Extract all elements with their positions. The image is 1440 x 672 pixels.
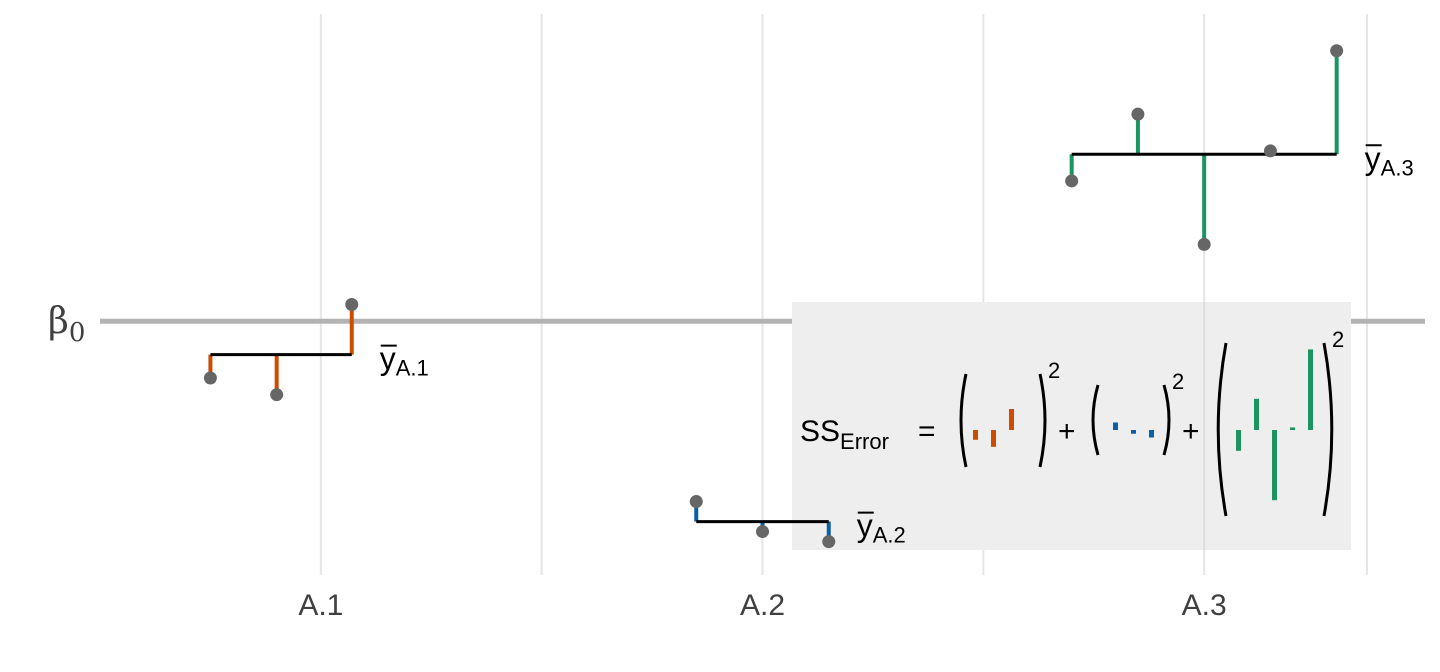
group-mean-label: yA.1 [380, 341, 429, 381]
residual-mini-bar [1308, 349, 1313, 430]
exponent-label: 2 [1332, 327, 1344, 352]
open-paren [1216, 342, 1228, 517]
residual-mini-bar [1290, 427, 1295, 430]
ss-error-label: SSError [800, 415, 889, 454]
residual-mini-bar [1131, 430, 1136, 434]
data-point [1263, 144, 1277, 158]
open-paren [1091, 384, 1100, 456]
exponent-label: 2 [1172, 369, 1184, 394]
close-paren [1162, 384, 1171, 456]
data-point [1330, 44, 1344, 58]
data-point [756, 525, 769, 539]
data-point [345, 298, 359, 312]
equals-sign: = [918, 415, 936, 448]
residual-mini-bar [1149, 430, 1154, 438]
residual-mini-bar [973, 430, 978, 440]
residual-mini-bar [1254, 398, 1259, 430]
grid-lines [319, 14, 1368, 575]
x-axis-ticks: A.1 A.2 A.3 [298, 589, 1226, 622]
residual-mini-bar [1113, 422, 1118, 430]
group-mean-label: yA.2 [857, 508, 906, 548]
x-tick-label: A.3 [1182, 589, 1227, 622]
residual-mini-bar [1236, 430, 1241, 451]
data-point [270, 388, 284, 402]
ss-error-panel: SSError = 2 +2 +2 [792, 302, 1351, 550]
data-point [822, 535, 836, 549]
data-point [203, 371, 217, 385]
close-paren [1322, 342, 1334, 517]
data-point [1197, 237, 1211, 251]
residual-mini-bar [1272, 430, 1277, 501]
residual-mini-bar [1009, 409, 1014, 430]
data-layer: yA.1 yA.2 yA.3 [203, 44, 1414, 549]
exponent-label: 2 [1048, 358, 1060, 383]
residual-mini-bar [991, 430, 996, 447]
open-paren [959, 373, 968, 468]
group-mean-label: yA.3 [1365, 140, 1414, 180]
plus-sign: + [1182, 415, 1200, 448]
x-tick-label: A.2 [740, 589, 785, 622]
beta0-label: β0 [48, 301, 85, 348]
data-point [1065, 174, 1079, 188]
data-point [689, 495, 703, 509]
x-tick-label: A.1 [298, 589, 343, 622]
plus-sign: + [1058, 415, 1076, 448]
close-paren [1038, 373, 1047, 468]
data-point [1131, 107, 1145, 121]
